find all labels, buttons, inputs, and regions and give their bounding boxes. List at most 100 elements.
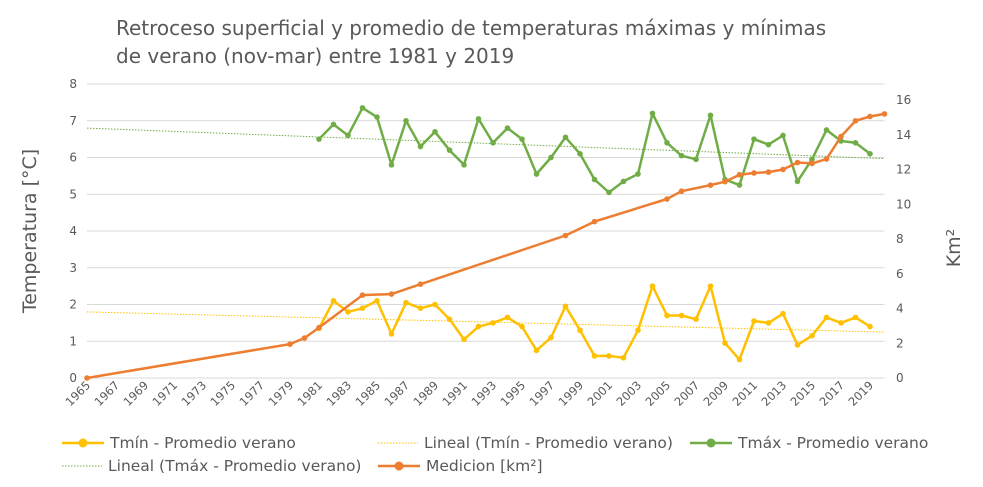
x-tick-label: 2015 (788, 378, 819, 409)
data-point-tmax (345, 132, 351, 139)
x-tick-label: 1973 (179, 378, 210, 409)
data-point-tmin (765, 320, 772, 326)
data-point-medicion (838, 133, 844, 140)
legend-item-tmax-trend: Lineal (Tmáx - Promedio verano) (62, 457, 361, 475)
data-point-tmin (591, 353, 598, 359)
data-point-tmin (359, 305, 366, 311)
data-point-tmax (475, 116, 482, 122)
data-point-tmin (838, 320, 844, 326)
legend-marker-tmin (62, 438, 104, 448)
legend-label-medicion: Medicion [km²] (426, 457, 543, 475)
data-point-medicion (388, 291, 395, 297)
data-point-medicion (809, 160, 815, 167)
data-point-tmax (374, 114, 380, 120)
data-point-tmax (548, 154, 554, 161)
x-tick-label: 1999 (556, 378, 587, 409)
y2-tick-label: 10 (896, 197, 911, 211)
y2-tick-label: 2 (896, 336, 904, 350)
data-point-tmin (490, 320, 496, 326)
data-point-tmin (693, 316, 699, 323)
data-point-tmin (504, 314, 511, 321)
legend-item-tmin-trend: Lineal (Tmín - Promedio verano) (378, 434, 673, 452)
x-tick-label: 1975 (208, 378, 239, 409)
data-point-tmax (635, 171, 641, 177)
data-point-tmin (475, 323, 482, 330)
data-point-tmax (577, 151, 583, 157)
data-point-tmin (664, 312, 670, 319)
y-tick-label: 2 (69, 298, 77, 312)
data-point-tmax (504, 125, 511, 131)
data-point-tmax (417, 143, 424, 150)
data-point-medicion (84, 375, 90, 381)
data-point-medicion (794, 159, 801, 166)
data-point-tmax (403, 117, 409, 124)
data-point-tmax (852, 140, 859, 146)
x-tick-label: 1985 (353, 378, 384, 409)
series-line-medicion (86, 112, 885, 380)
legend-item-medicion: Medicion [km²] (378, 457, 543, 475)
data-point-tmax (649, 110, 656, 117)
x-tick-label: 2003 (614, 378, 645, 409)
series-line-tmin (317, 284, 871, 361)
data-point-tmax (591, 176, 598, 183)
data-point-tmin (867, 323, 873, 330)
data-point-tmin (461, 336, 467, 343)
data-point-tmax (359, 105, 366, 111)
legend-label-tmin: Tmín - Promedio verano (110, 434, 296, 452)
data-point-tmax (446, 147, 453, 153)
y-tick-label: 8 (69, 77, 77, 91)
legend-marker-tmax (690, 438, 732, 448)
data-point-medicion (852, 118, 859, 124)
data-point-tmax (490, 140, 496, 146)
data-point-medicion (316, 324, 322, 331)
x-tick-label: 2017 (817, 378, 848, 409)
data-point-tmax (316, 136, 322, 142)
data-point-tmin (577, 327, 583, 334)
x-tick-label: 1989 (411, 378, 442, 409)
x-tick-label: 1997 (527, 378, 558, 409)
y2-tick-label: 8 (896, 232, 904, 246)
y2-tick-label: 12 (896, 163, 911, 177)
data-point-tmin (736, 356, 743, 363)
data-point-tmin (794, 342, 801, 348)
data-point-tmin (330, 298, 337, 304)
legend-marker-medicion (378, 461, 420, 471)
data-point-tmax (606, 189, 612, 196)
chart-title: Retroceso superficial y promedio de temp… (116, 14, 916, 70)
x-tick-label: 2005 (643, 378, 674, 409)
x-tick-label: 1981 (295, 378, 326, 409)
data-point-tmin (635, 327, 641, 334)
data-point-tmax (823, 127, 830, 133)
data-point-tmax (736, 182, 743, 188)
data-point-tmax (533, 171, 540, 177)
y-tick-label: 7 (69, 114, 77, 128)
data-point-tmax (678, 152, 685, 159)
data-point-tmax (794, 178, 801, 185)
data-point-tmin (345, 309, 351, 315)
data-point-tmin (446, 316, 453, 323)
data-point-tmax (432, 128, 438, 135)
data-point-tmin (620, 354, 627, 361)
y-tick-label: 3 (69, 261, 77, 275)
data-point-tmax (809, 156, 815, 163)
data-point-medicion (287, 341, 293, 347)
data-point-tmax (388, 162, 395, 168)
data-point-tmax (707, 112, 714, 119)
y2-tick-label: 6 (896, 267, 904, 281)
y2-tick-label: 14 (896, 128, 911, 142)
data-point-tmax (330, 121, 337, 128)
data-point-tmax (664, 140, 670, 146)
legend-item-tmax: Tmáx - Promedio verano (690, 434, 928, 452)
data-point-medicion (736, 171, 743, 178)
data-point-medicion (664, 196, 670, 202)
data-point-medicion (678, 188, 685, 195)
data-point-tmin (707, 283, 714, 289)
data-point-medicion (751, 170, 757, 176)
y-tick-label: 1 (69, 334, 77, 348)
legend-label-tmax-trend: Lineal (Tmáx - Promedio verano) (108, 457, 362, 475)
data-point-medicion (707, 182, 714, 188)
data-point-medicion (780, 166, 786, 173)
data-point-medicion (823, 156, 830, 162)
data-point-tmax (780, 132, 786, 139)
y2-axis-label: Km² (943, 229, 965, 268)
